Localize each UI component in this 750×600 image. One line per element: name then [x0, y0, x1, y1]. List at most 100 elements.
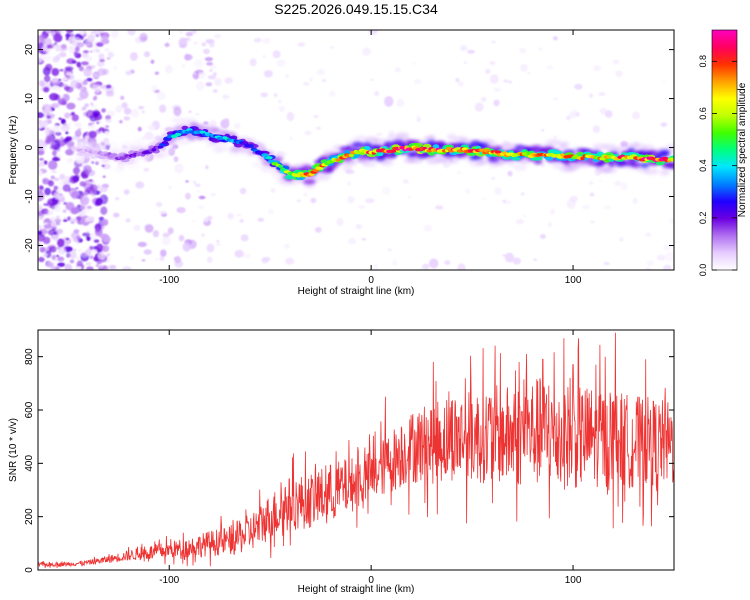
spectrogram-noise-blob: [566, 116, 571, 121]
spectrogram-noise-blob: [51, 103, 60, 109]
spectrogram-cell: [552, 162, 565, 169]
spectrogram-ridge-layer: [74, 128, 674, 178]
spectrogram-noise-blob: [88, 130, 97, 139]
spectrogram-noise-blob: [368, 30, 378, 35]
spectrogram-noise-blob: [91, 47, 101, 53]
spectrogram-noise-blob: [51, 77, 59, 83]
spectrogram-noise-blob: [62, 138, 71, 143]
spectrogram-noise-blob: [203, 217, 209, 223]
spectrogram-noise-blob: [243, 253, 251, 259]
spectrogram-noise-blob: [503, 200, 512, 205]
spectrogram-cell: [161, 141, 169, 145]
spectrogram-noise-blob: [198, 195, 206, 200]
spectrogram-noise-blob: [104, 131, 110, 136]
spectrogram-noise-blob: [185, 192, 191, 200]
spectrogram-cell: [255, 143, 266, 149]
spectrogram-noise-blob: [192, 220, 196, 223]
spectrogram-noise-blob: [71, 60, 77, 64]
spectrogram-noise-blob: [196, 190, 201, 193]
spectrogram-noise-blob: [480, 97, 487, 102]
spectrogram-x-tick-label: 100: [565, 275, 582, 286]
spectrogram-noise-blob: [313, 115, 319, 118]
spectrogram-noise-blob: [84, 217, 90, 223]
spectrogram-noise-blob: [121, 102, 128, 109]
spectrogram-noise-blob: [43, 253, 47, 256]
spectrogram-x-tick-label: 0: [368, 275, 374, 286]
spectrogram-noise-blob: [592, 125, 601, 133]
spectrogram-noise-blob: [329, 90, 336, 97]
spectrogram-noise-blob: [203, 48, 210, 55]
spectrogram-noise-blob: [105, 84, 112, 89]
spectrogram-noise-blob: [43, 203, 49, 206]
spectrogram-noise-blob: [125, 218, 131, 223]
spectrogram-noise-blob: [85, 248, 92, 256]
spectrogram-noise-blob: [151, 84, 158, 92]
spectrogram-noise-blob: [49, 217, 56, 221]
spectrogram-cell: [553, 150, 564, 155]
spectrogram-noise-blob: [336, 218, 344, 226]
spectrogram-noise-blob: [463, 61, 467, 64]
spectrogram-noise-blob: [303, 82, 310, 86]
spectrogram-noise-blob: [113, 212, 120, 218]
spectrogram-noise-blob: [99, 233, 109, 240]
spectrogram-noise-blob: [38, 216, 44, 221]
spectrogram-noise-blob: [49, 93, 59, 101]
spectrogram-cell: [175, 132, 182, 136]
spectrogram-noise-blob: [89, 50, 93, 53]
spectrogram-ridge: [72, 116, 674, 189]
spectrogram-noise-blob: [355, 223, 362, 230]
spectrogram-noise-blob: [122, 266, 132, 270]
spectrogram-noise-blob: [42, 178, 46, 183]
spectrogram-noise-blob: [78, 30, 84, 35]
spectrogram-noise-blob: [520, 192, 525, 196]
spectrogram-noise-blob: [205, 39, 215, 44]
colorbar-frame: [711, 29, 738, 271]
spectrogram-noise-blob: [83, 164, 92, 175]
spectrogram-noise-blob: [394, 67, 401, 73]
spectrogram-cell: [643, 168, 660, 175]
spectrogram-noise-blob: [94, 117, 99, 121]
spectrogram-noise-blob: [99, 32, 104, 35]
spectrogram-noise-blob: [130, 52, 138, 61]
figure-title: S225.2026.049.15.15.C34: [274, 1, 438, 17]
spectrogram-cell: [272, 151, 284, 159]
spectrogram-noise-blob: [546, 65, 554, 70]
spectrogram-noise-blob: [186, 38, 192, 42]
spectrogram-noise-blob: [141, 259, 146, 262]
spectrogram-noise-blob: [197, 205, 204, 210]
spectrogram-noise-blob: [361, 238, 366, 241]
spectrogram-noise-blob: [100, 186, 108, 193]
spectrogram-noise-blob: [38, 169, 43, 177]
spectrogram-cell: [612, 146, 624, 153]
spectrogram-noise-blob: [58, 117, 62, 121]
spectrogram-cell: [277, 164, 284, 168]
spectrogram-noise-blob: [74, 46, 80, 52]
spectrogram-noise-blob: [262, 54, 266, 59]
spectrogram-noise-blob: [185, 31, 193, 37]
spectrogram-noise-blob: [83, 79, 88, 82]
spectrogram-noise-blob: [465, 188, 471, 195]
spectrogram-noise-blob: [646, 260, 655, 266]
spectrogram-noise-blob: [179, 30, 183, 34]
spectrogram-noise-blob: [98, 53, 105, 61]
spectrogram-noise-blob: [207, 256, 213, 263]
spectrogram-noise-blob: [348, 237, 356, 245]
spectrogram-noise-blob: [63, 217, 68, 220]
spectrogram-noise-blob: [99, 194, 109, 205]
spectrogram-cell: [126, 163, 141, 170]
spectrogram-noise-blob: [69, 115, 73, 119]
spectrogram-noise-blob: [64, 112, 71, 119]
snr-y-tick-label: 600: [24, 401, 35, 418]
spectrogram-noise-blob: [603, 262, 610, 266]
spectrogram-noise-blob: [571, 109, 577, 115]
spectrogram-noise-blob: [660, 122, 668, 127]
spectrogram-noise-blob: [78, 211, 86, 217]
spectrogram-cell: [630, 162, 642, 168]
spectrogram-noise-blob: [95, 34, 100, 37]
spectrogram-noise-blob: [261, 258, 269, 264]
spectrogram-cell: [605, 166, 618, 174]
spectrogram-noise-blob: [193, 72, 197, 75]
spectrogram-noise-blob: [44, 187, 51, 196]
colorbar-ticks: 0.0 0.2 0.4 0.6 0.8: [698, 55, 737, 276]
spectrogram-noise-blob: [105, 115, 111, 121]
